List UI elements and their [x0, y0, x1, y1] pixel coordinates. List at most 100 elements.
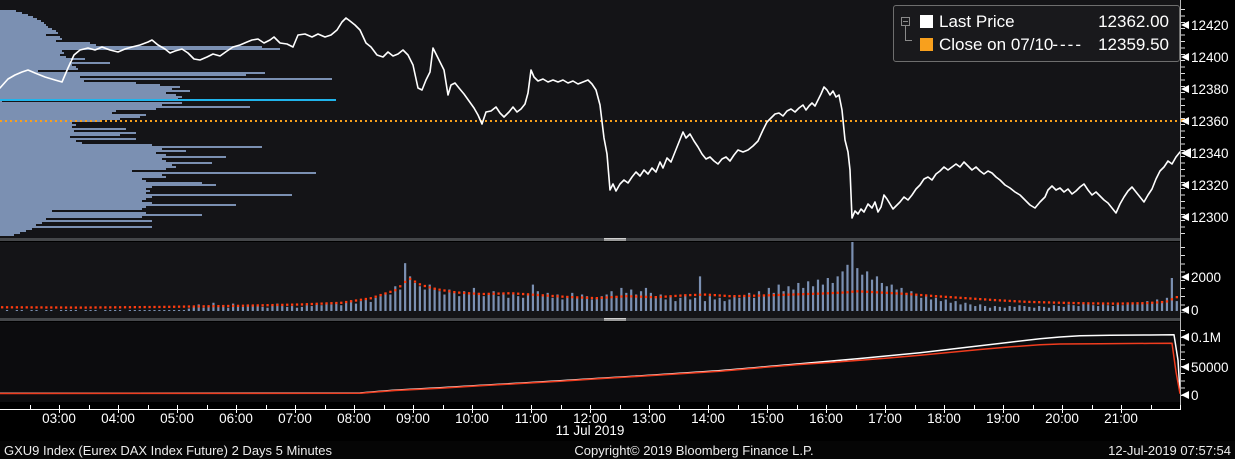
axis-tick-arrow-icon: [1181, 21, 1189, 29]
hour-label-04:00: 04:00: [101, 411, 135, 426]
volume-chart-canvas: [1, 242, 1178, 311]
legend-row-last-price[interactable]: Last Price 12362.00: [920, 10, 1171, 33]
hour-label-13:00: 13:00: [632, 411, 666, 426]
axis-tick-arrow-icon: [1181, 333, 1189, 341]
half-hour-tick: [1150, 405, 1152, 409]
half-hour-tick: [59, 405, 60, 409]
separator-drag-handle-2[interactable]: [604, 318, 626, 321]
hour-label-14:00: 14:00: [691, 411, 725, 426]
hour-tick: [885, 410, 886, 413]
half-hour-tick: [560, 405, 562, 409]
half-hour-tick: [855, 405, 857, 409]
price-chart-canvas: [0, 10, 1181, 236]
accum-volume-panel[interactable]: GXU9 Daily Accum Vol 2573.00 Daily Accum…: [0, 322, 1181, 402]
last-price-swatch: [920, 15, 933, 28]
half-hour-tick: [1032, 405, 1034, 409]
plot-right-border: [1180, 0, 1181, 410]
hour-tick: [590, 410, 591, 413]
half-hour-tick: [944, 405, 945, 409]
hour-label-03:00: 03:00: [42, 411, 76, 426]
hour-label-15:00: 15:00: [750, 411, 784, 426]
right-value-axis[interactable]: 12420 12400 12380 12360 12340 12320 12300 2000 0…: [1181, 0, 1235, 441]
hour-label-07:00: 07:00: [278, 411, 312, 426]
chart-description: GXU9 Index (Eurex DAX Index Future) 2 Da…: [4, 443, 333, 458]
accum-chart-canvas: [0, 333, 1181, 395]
hour-label-20:00: 20:00: [1045, 411, 1079, 426]
half-hour-tick: [118, 405, 119, 409]
hour-tick: [236, 410, 237, 413]
half-hour-tick: [590, 405, 591, 409]
hour-label-08:00: 08:00: [337, 411, 371, 426]
hour-tick: [354, 410, 355, 413]
axis-tick-arrow-icon: [1181, 306, 1189, 314]
half-hour-tick: [29, 405, 31, 409]
volume-axis-label-0: 0: [1181, 302, 1199, 318]
hour-tick: [413, 410, 414, 413]
hour-tick: [708, 410, 709, 413]
hour-tick: [118, 410, 119, 413]
half-hour-tick: [383, 405, 385, 409]
hour-tick: [1003, 410, 1004, 413]
half-hour-tick: [88, 405, 90, 409]
hour-tick: [826, 410, 827, 413]
axis-tick-arrow-icon: [1181, 149, 1189, 157]
half-hour-tick: [177, 405, 178, 409]
half-hour-tick: [147, 405, 149, 409]
copyright-text: Copyright© 2019 Bloomberg Finance L.P.: [574, 443, 814, 458]
date-label: 11 Jul 2019: [555, 423, 625, 438]
axis-tick-arrow-icon: [1181, 273, 1189, 281]
half-hour-tick: [796, 405, 798, 409]
half-hour-tick: [1091, 405, 1093, 409]
separator-drag-handle-1[interactable]: [604, 238, 626, 241]
half-hour-tick: [737, 405, 739, 409]
hour-label-06:00: 06:00: [219, 411, 253, 426]
accum-axis-label-0: 0: [1181, 387, 1199, 403]
half-hour-tick: [973, 405, 975, 409]
accum-axis-label-0.1M: 0.1M: [1181, 329, 1221, 345]
price-axis-label-12340: 12340: [1181, 145, 1229, 161]
panel-separator-2: [0, 318, 1235, 321]
hour-tick: [649, 410, 650, 413]
half-hour-tick: [206, 405, 208, 409]
hour-tick: [177, 410, 178, 413]
hour-label-10:00: 10:00: [455, 411, 489, 426]
hour-tick: [472, 410, 473, 413]
volume-axis-label-2000: 2000: [1181, 269, 1221, 285]
half-hour-tick: [1062, 405, 1063, 409]
close-line-style-dashes: ----: [1052, 34, 1083, 54]
price-panel[interactable]: Last Price 12362.00 Close on 07/10 ---- …: [0, 0, 1181, 238]
hour-label-17:00: 17:00: [868, 411, 902, 426]
axis-tick-arrow-icon: [1181, 181, 1189, 189]
close-swatch: [920, 38, 933, 51]
hour-label-05:00: 05:00: [160, 411, 194, 426]
half-hour-tick: [442, 405, 444, 409]
hour-label-09:00: 09:00: [396, 411, 430, 426]
axis-tick-arrow-icon: [1181, 53, 1189, 61]
status-bar: GXU9 Index (Eurex DAX Index Future) 2 Da…: [0, 441, 1235, 459]
hour-tick: [767, 410, 768, 413]
time-axis-line: [0, 409, 1181, 410]
legend-row-close[interactable]: Close on 07/10 ---- 12359.50: [920, 33, 1171, 56]
last-price-value: 12362.00: [1098, 11, 1169, 31]
hour-label-12:00: 12:00: [573, 411, 607, 426]
half-hour-tick: [885, 405, 886, 409]
price-legend[interactable]: Last Price 12362.00 Close on 07/10 ---- …: [893, 5, 1180, 62]
time-axis[interactable]: 11 Jul 2019 03:00 04:00 05:00 06:00 07:00 08:…: [0, 402, 1235, 441]
half-hour-tick: [649, 405, 650, 409]
price-axis-label-12380: 12380: [1181, 81, 1229, 97]
hour-tick: [295, 410, 296, 413]
tree-collapse-icon[interactable]: [901, 17, 910, 26]
hour-tick: [59, 410, 60, 413]
half-hour-tick: [1121, 405, 1122, 409]
hour-label-18:00: 18:00: [927, 411, 961, 426]
clock-timestamp: 12-Jul-2019 07:57:54: [1108, 443, 1231, 458]
half-hour-tick: [501, 405, 503, 409]
axis-tick-arrow-icon: [1181, 117, 1189, 125]
half-hour-tick: [413, 405, 414, 409]
volume-panel[interactable]: Volume 24 Average At Time(5) 37: [0, 242, 1181, 318]
axis-tick-arrow-icon: [1181, 85, 1189, 93]
accum-axis-label-50000: 50000: [1181, 359, 1229, 375]
half-hour-tick: [531, 405, 532, 409]
hour-label-11:00: 11:00: [514, 411, 548, 426]
